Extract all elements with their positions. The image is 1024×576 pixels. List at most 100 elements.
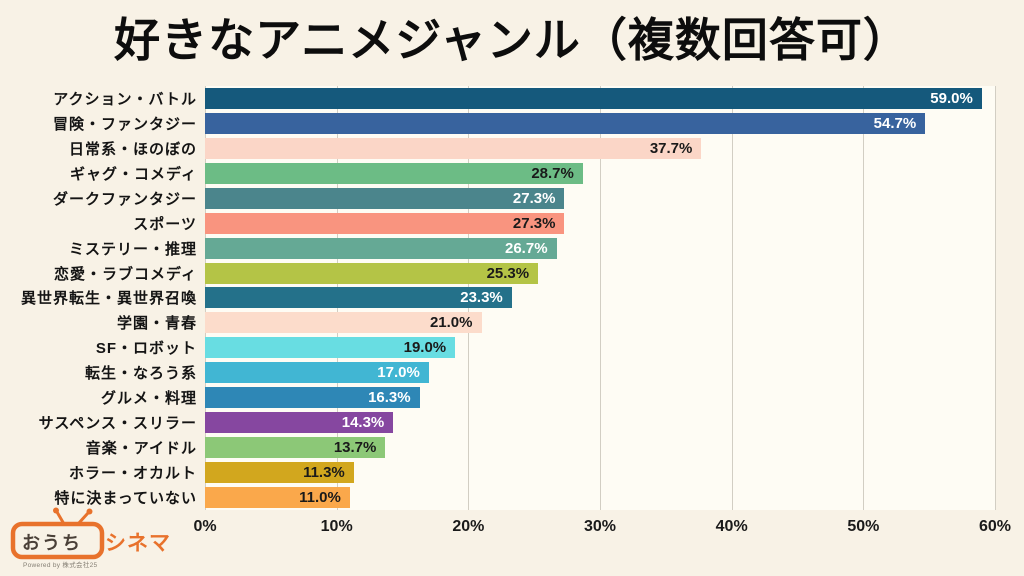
bar: 13.7% <box>205 437 386 459</box>
chart-row: スポーツ 27.3% <box>0 211 1024 236</box>
chart-row: ホラー・オカルト 11.3% <box>0 460 1024 485</box>
x-tick-label: 0% <box>193 518 217 535</box>
x-tick-label: 10% <box>320 518 353 535</box>
bar: 27.3% <box>205 187 565 209</box>
category-label: 特に決まっていない <box>54 489 197 507</box>
category-label: SF・ロボット <box>95 340 197 358</box>
bar-track: 17.0% <box>205 362 995 384</box>
bar: 11.0% <box>205 486 350 508</box>
bar: 37.7% <box>205 137 702 159</box>
bar: 21.0% <box>205 312 482 334</box>
bar-track: 37.7% <box>205 137 995 159</box>
bar-track: 26.7% <box>205 237 995 259</box>
bar-track: 59.0% <box>205 87 995 109</box>
x-tick-label: 30% <box>583 518 617 535</box>
ouchi-cinema-logo: おうち シネマ Powered by 株式会社25 <box>8 504 193 574</box>
category-label: 恋愛・ラブコメディ <box>54 265 197 283</box>
bar: 59.0% <box>205 87 982 109</box>
bar-track: 23.3% <box>205 287 995 309</box>
category-label: 異世界転生・異世界召喚 <box>20 290 197 308</box>
logo-text-orange: シネマ <box>105 532 171 555</box>
category-label: ミステリー・推理 <box>68 240 197 258</box>
bar-value-label: 19.0% <box>403 339 447 357</box>
bar-value-label: 23.3% <box>460 289 503 307</box>
gridline <box>995 86 996 510</box>
bar: 23.3% <box>205 287 512 309</box>
logo-powered-by: Powered by 株式会社25 <box>23 562 98 569</box>
logo-text-dark: おうち <box>22 533 82 553</box>
bar: 17.0% <box>205 362 429 384</box>
chart-row: SF・ロボット 19.0% <box>0 335 1024 360</box>
bar-value-label: 27.3% <box>512 214 556 232</box>
category-label: 日常系・ほのぼの <box>68 140 197 158</box>
bar: 25.3% <box>205 262 539 284</box>
gridline <box>600 86 601 510</box>
bar-value-label: 59.0% <box>930 89 973 107</box>
bar: 14.3% <box>205 412 394 434</box>
x-tick-label: 50% <box>847 518 880 535</box>
bar-track: 19.0% <box>205 337 995 359</box>
bar-value-label: 16.3% <box>368 389 411 407</box>
bar-track: 27.3% <box>205 212 995 234</box>
bar-value-label: 28.7% <box>531 164 574 182</box>
bar: 54.7% <box>205 112 926 134</box>
chart-row: 異世界転生・異世界召喚 23.3% <box>0 286 1024 311</box>
category-label: 音楽・アイドル <box>85 440 197 458</box>
category-label: ギャグ・コメディ <box>70 165 197 183</box>
chart-row: サスペンス・スリラー 14.3% <box>0 410 1024 435</box>
chart-title: 好きなアニメジャンル（複数回答可） <box>114 14 910 66</box>
chart-row: 転生・なろう系 17.0% <box>0 360 1024 385</box>
bar: 11.3% <box>205 462 354 484</box>
bar-value-label: 54.7% <box>873 114 917 132</box>
x-tick-label: 60% <box>978 518 1012 535</box>
bar-track: 11.3% <box>205 462 995 484</box>
category-label: グルメ・料理 <box>100 390 197 408</box>
bar-track: 13.7% <box>205 437 995 459</box>
chart-row: 音楽・アイドル 13.7% <box>0 435 1024 460</box>
chart-row: ダークファンタジー 27.3% <box>0 186 1024 211</box>
tv-icon <box>10 507 105 560</box>
bar: 27.3% <box>205 212 565 234</box>
bar-track: 16.3% <box>205 387 995 409</box>
bar-value-label: 14.3% <box>341 414 385 432</box>
bar-chart: アクション・バトル 59.0% 冒険・ファンタジー 54.7% 日常系・ほのぼの 37.7… <box>0 86 1024 535</box>
chart-row: 学園・青春 21.0% <box>0 310 1024 335</box>
bar-value-label: 26.7% <box>505 239 548 257</box>
bar-track: 28.7% <box>205 162 995 184</box>
category-label: ホラー・オカルト <box>68 465 197 483</box>
bar-value-label: 11.3% <box>303 464 345 482</box>
bar: 19.0% <box>205 337 456 359</box>
chart-row: 冒険・ファンタジー 54.7% <box>0 111 1024 136</box>
chart-row: アクション・バトル 59.0% <box>0 86 1024 111</box>
bar-track: 54.7% <box>205 112 995 134</box>
chart-row: 特に決まっていない 11.0% <box>0 485 1024 510</box>
chart-row: ギャグ・コメディ 28.7% <box>0 161 1024 186</box>
category-label: サスペンス・スリラー <box>38 415 197 433</box>
chart-row: グルメ・料理 16.3% <box>0 385 1024 410</box>
bar: 26.7% <box>205 237 557 259</box>
bar-track: 27.3% <box>205 187 995 209</box>
bar-track: 11.0% <box>205 486 995 508</box>
bar-track: 25.3% <box>205 262 995 284</box>
x-axis: 0% 10% 20% 30% 40% 50% 60% <box>193 510 1011 542</box>
x-tick-label: 40% <box>715 518 748 535</box>
bar-value-label: 37.7% <box>649 139 693 157</box>
bar-value-label: 21.0% <box>429 314 473 332</box>
bar-track: 21.0% <box>205 312 995 334</box>
category-label: ダークファンタジー <box>52 190 197 208</box>
bar-value-label: 25.3% <box>486 264 530 282</box>
category-label: 冒険・ファンタジー <box>52 115 197 133</box>
bar: 28.7% <box>205 162 583 184</box>
bar-value-label: 11.0% <box>299 488 341 506</box>
category-label: 学園・青春 <box>116 315 197 333</box>
chart-row: ミステリー・推理 26.7% <box>0 236 1024 261</box>
gridline <box>863 86 865 510</box>
category-label: アクション・バトル <box>53 90 197 108</box>
bar-value-label: 27.3% <box>512 189 556 207</box>
chart-row: 日常系・ほのぼの 37.7% <box>0 136 1024 161</box>
chart-row: 恋愛・ラブコメディ 25.3% <box>0 261 1024 286</box>
bar-rows: アクション・バトル 59.0% 冒険・ファンタジー 54.7% 日常系・ほのぼの 37.7… <box>0 86 1024 510</box>
gridline <box>731 86 733 510</box>
bar-track: 14.3% <box>205 412 995 434</box>
category-label: スポーツ <box>133 215 197 233</box>
